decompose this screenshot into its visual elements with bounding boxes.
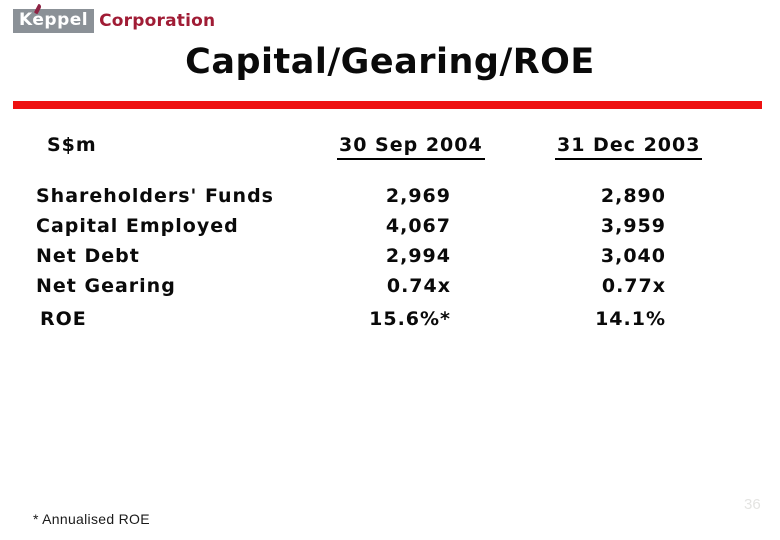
row-value-dec2003: 14.1% — [595, 308, 666, 330]
column-header-30-sep-2004: 30 Sep 2004 — [337, 134, 485, 160]
table-header-row: S$m 30 Sep 2004 31 Dec 2003 — [0, 134, 780, 160]
row-value-sep2004: 4,067 — [385, 215, 451, 237]
keppel-logo-box: Keppel — [13, 3, 95, 33]
table-row-capital-employed: Capital Employed 4,067 3,959 — [0, 211, 780, 241]
keppel-logo: Keppel Corporation — [13, 3, 216, 33]
row-value-sep2004: 2,994 — [385, 245, 451, 267]
row-value-dec2003: 2,890 — [600, 185, 666, 207]
title-divider-rule — [13, 101, 762, 109]
slide-title: Capital/Gearing/ROE — [185, 42, 595, 82]
column-header-31-dec-2003: 31 Dec 2003 — [555, 134, 703, 160]
row-value-dec2003: 3,959 — [600, 215, 666, 237]
table-body: Shareholders' Funds 2,969 2,890 Capital … — [0, 181, 780, 334]
corporation-logo-text: Corporation — [99, 11, 216, 31]
row-value-sep2004: 15.6%* — [369, 308, 451, 330]
row-label: Net Gearing — [36, 275, 176, 297]
row-label: ROE — [40, 308, 87, 330]
table-row-roe: ROE 15.6%* 14.1% — [0, 304, 780, 334]
row-label: Shareholders' Funds — [36, 185, 274, 207]
footnote: * Annualised ROE — [33, 511, 150, 527]
keppel-logo-text: Keppel — [19, 10, 89, 30]
table-row-shareholders-funds: Shareholders' Funds 2,969 2,890 — [0, 181, 780, 211]
row-value-dec2003: 3,040 — [600, 245, 666, 267]
table-row-net-debt: Net Debt 2,994 3,040 — [0, 241, 780, 271]
row-label: Capital Employed — [36, 215, 239, 237]
page-number: 36 — [744, 496, 761, 513]
row-value-dec2003: 0.77x — [601, 275, 666, 297]
table-row-net-gearing: Net Gearing 0.74x 0.77x — [0, 271, 780, 301]
row-label: Net Debt — [36, 245, 140, 267]
row-value-sep2004: 0.74x — [386, 275, 451, 297]
row-value-sep2004: 2,969 — [385, 185, 451, 207]
unit-label: S$m — [47, 134, 97, 156]
financials-table: S$m 30 Sep 2004 31 Dec 2003 Shareholders… — [0, 134, 780, 334]
